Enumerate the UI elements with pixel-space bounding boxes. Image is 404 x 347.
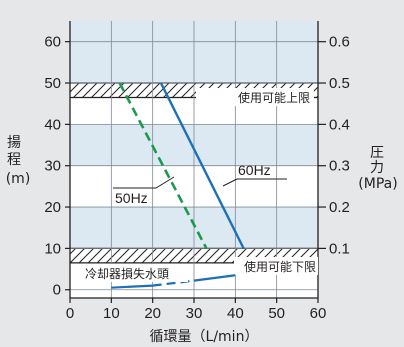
y-right-tick-label: 0.1 bbox=[329, 240, 350, 257]
y-left-title-unit: (m) bbox=[6, 171, 31, 187]
series-50hz-leader bbox=[155, 176, 175, 189]
series-50hz-line bbox=[118, 82, 208, 249]
y-right-tick-label: 0.6 bbox=[329, 34, 350, 51]
y-left-title-char: 揚 bbox=[7, 134, 21, 151]
y-left-tick-label: 20 bbox=[44, 199, 61, 216]
y-right-tick-label: 0.5 bbox=[329, 75, 350, 92]
y-left-tick-label: 50 bbox=[44, 75, 61, 92]
y-left-tick-label: 30 bbox=[44, 158, 61, 175]
series-50hz-label: 50Hz bbox=[115, 190, 148, 206]
y-left-tick-label: 60 bbox=[44, 34, 61, 51]
y-left-title-char: 程 bbox=[7, 152, 21, 168]
y-right-title-unit: (MPa) bbox=[358, 176, 397, 192]
x-tick-label: 50 bbox=[268, 305, 285, 322]
loss-label-bg bbox=[82, 264, 188, 282]
upper-limit-label: 使用可能上限 bbox=[238, 90, 310, 105]
y-right-tick-label: 0.2 bbox=[329, 199, 350, 216]
x-axis-title: 循環量（L/min） bbox=[150, 329, 259, 345]
y-left-tick-label: 0 bbox=[53, 282, 61, 299]
x-tick-label: 30 bbox=[186, 305, 203, 322]
lower-limit-label: 使用可能下限 bbox=[244, 259, 316, 274]
y-left-tick-label: 40 bbox=[44, 116, 61, 133]
x-tick-label: 10 bbox=[103, 305, 120, 322]
x-tick-label: 40 bbox=[227, 305, 244, 322]
series-loss-solid bbox=[193, 274, 236, 282]
y-right-title-char: 力 bbox=[370, 160, 384, 176]
series-60hz-label: 60Hz bbox=[238, 162, 271, 178]
y-left-tick-label: 10 bbox=[44, 240, 61, 257]
x-tick-label: 20 bbox=[144, 305, 161, 322]
x-tick-label: 60 bbox=[310, 305, 327, 322]
x-tick-label: 0 bbox=[66, 305, 74, 322]
upper-limit-label-bg bbox=[196, 88, 314, 106]
series-loss-solid bbox=[111, 284, 153, 289]
series-60hz-leader bbox=[222, 178, 238, 187]
y-right-title-char: 圧 bbox=[370, 145, 384, 161]
y-right-tick-label: 0.4 bbox=[329, 116, 350, 133]
series-60hz-line bbox=[159, 82, 245, 249]
lower-limit-label-bg bbox=[234, 257, 318, 275]
y-right-tick-label: 0.3 bbox=[329, 158, 350, 175]
series-loss-label: 冷却器損失水頭 bbox=[85, 266, 169, 281]
